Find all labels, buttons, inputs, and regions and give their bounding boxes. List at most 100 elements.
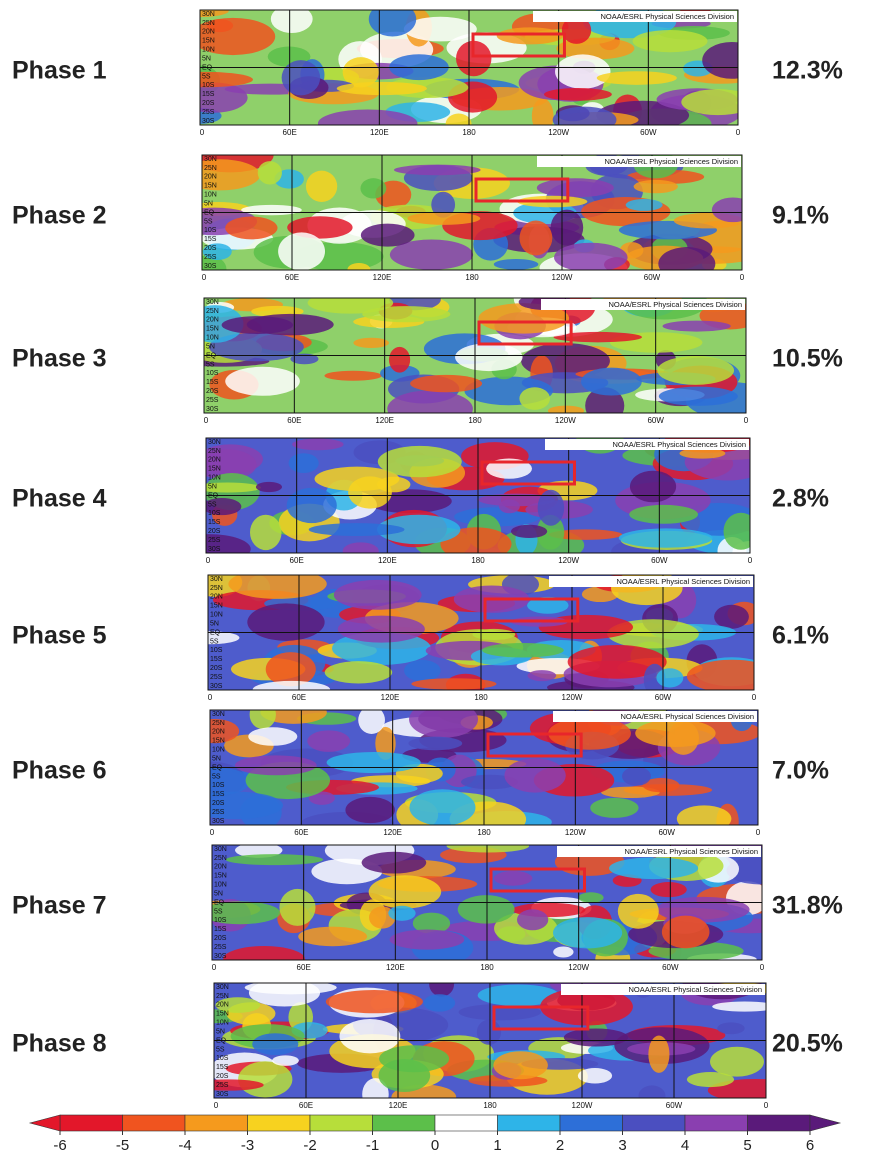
lat-label: 15N	[202, 38, 215, 45]
anomaly-blob	[408, 736, 463, 751]
anomaly-blob	[404, 659, 441, 682]
lat-label: 25N	[204, 165, 217, 172]
anomaly-blob	[577, 1068, 613, 1084]
anomaly-blob	[554, 242, 628, 270]
anomaly-blob	[353, 337, 390, 348]
anomaly-blob	[519, 220, 553, 256]
anomaly-blob	[200, 10, 229, 17]
lat-label: 30N	[216, 984, 229, 991]
anomaly-blob	[446, 845, 530, 853]
lat-label: 25S	[202, 109, 215, 116]
lon-label: 120E	[375, 416, 394, 425]
anomaly-blob	[553, 331, 642, 343]
lat-label: 30S	[214, 953, 227, 960]
anomaly-blob	[234, 755, 317, 776]
lon-label: 60E	[290, 556, 304, 565]
lat-label: 30N	[204, 156, 217, 163]
anomaly-blob	[656, 896, 750, 923]
anomaly-blob	[431, 191, 456, 218]
anomaly-blob	[337, 615, 425, 643]
anomaly-blob	[548, 717, 631, 750]
anomaly-blob	[702, 41, 738, 79]
anomaly-blob	[225, 854, 324, 866]
phase-percent: 12.3%	[772, 57, 843, 85]
lon-label: 60W	[658, 828, 675, 837]
anomaly-blob	[477, 984, 560, 1007]
lon-label: 180	[462, 128, 476, 137]
lat-label: 10S	[208, 510, 221, 517]
lat-label: 10N	[210, 612, 223, 619]
lon-label: 0	[760, 963, 765, 972]
credit-box	[553, 711, 757, 722]
lat-label: 10S	[202, 82, 215, 89]
credit-box	[533, 11, 737, 22]
anomaly-blob	[658, 247, 716, 270]
phase-percent: 6.1%	[772, 622, 829, 650]
lat-label: 5N	[214, 890, 223, 897]
anomaly-blob	[723, 512, 750, 550]
anomaly-blob	[368, 875, 442, 909]
lat-label: 30S	[210, 683, 223, 690]
lat-label: 25N	[202, 20, 215, 27]
anomaly-blob	[206, 497, 242, 516]
anomaly-blob	[527, 596, 569, 614]
lat-label: 30S	[204, 263, 217, 270]
lat-label: 30S	[206, 406, 219, 413]
anomaly-blob	[409, 710, 478, 738]
credit: NOAA/ESRL Physical Sciences Division	[612, 440, 746, 449]
lat-label: 15S	[210, 656, 223, 663]
lat-label: 15S	[208, 519, 221, 526]
anomaly-blob	[206, 534, 251, 553]
anomaly-blob	[257, 161, 282, 185]
map-panel	[206, 438, 750, 553]
lat-label: 5S	[214, 908, 223, 915]
colorbar-tick-label: -4	[178, 1137, 191, 1154]
colorbar-tick-label: -2	[303, 1137, 316, 1154]
credit: NOAA/ESRL Physical Sciences Division	[620, 712, 754, 721]
lon-label: 60E	[285, 273, 299, 282]
anomaly-blob	[208, 631, 240, 645]
anomaly-blob	[486, 458, 532, 479]
anomaly-blob	[657, 356, 735, 385]
colorbar-tick-label: 6	[806, 1137, 814, 1154]
colorbar-tick-label: 0	[431, 1137, 439, 1154]
lon-label: 0	[210, 828, 215, 837]
lat-label: 25N	[206, 308, 219, 315]
lat-label: 15S	[212, 791, 225, 798]
anomaly-blob	[324, 370, 382, 381]
lon-label: 60W	[662, 963, 679, 972]
map-frame	[213, 982, 767, 1099]
colorbar-segment	[747, 1114, 811, 1132]
anomaly-blob	[544, 87, 612, 101]
anomaly-blob	[360, 178, 387, 199]
lat-label: 5N	[202, 55, 211, 62]
credit-box	[537, 156, 741, 167]
anomaly-blob	[324, 661, 393, 684]
anomaly-blob	[210, 718, 240, 744]
lon-label: 60E	[287, 416, 301, 425]
anomaly-blob	[656, 668, 684, 688]
lat-label: 10N	[202, 47, 215, 54]
anomaly-blob	[712, 1001, 766, 1012]
anomaly-blob	[412, 912, 451, 934]
anomaly-blob	[206, 449, 257, 481]
lat-label: 30S	[216, 1091, 229, 1098]
lon-label: 180	[471, 556, 485, 565]
anomaly-blob	[379, 1045, 450, 1073]
lat-label: 15S	[214, 926, 227, 933]
anomaly-blob	[504, 758, 566, 793]
colorbar-tick-label: 1	[493, 1137, 501, 1154]
anomaly-blob	[410, 374, 483, 393]
anomaly-blob	[238, 1061, 293, 1098]
lat-label: 5N	[212, 755, 221, 762]
colorbar-tick-label: 4	[681, 1137, 689, 1154]
anomaly-blob	[527, 670, 557, 682]
target-box	[477, 320, 573, 346]
lon-label: 120E	[373, 273, 392, 282]
credit: NOAA/ESRL Physical Sciences Division	[608, 300, 742, 309]
lat-label: 30N	[206, 299, 219, 306]
anomaly-blob	[255, 481, 283, 493]
phase-percent: 20.5%	[772, 1030, 843, 1058]
lat-label: 15S	[216, 1064, 229, 1071]
